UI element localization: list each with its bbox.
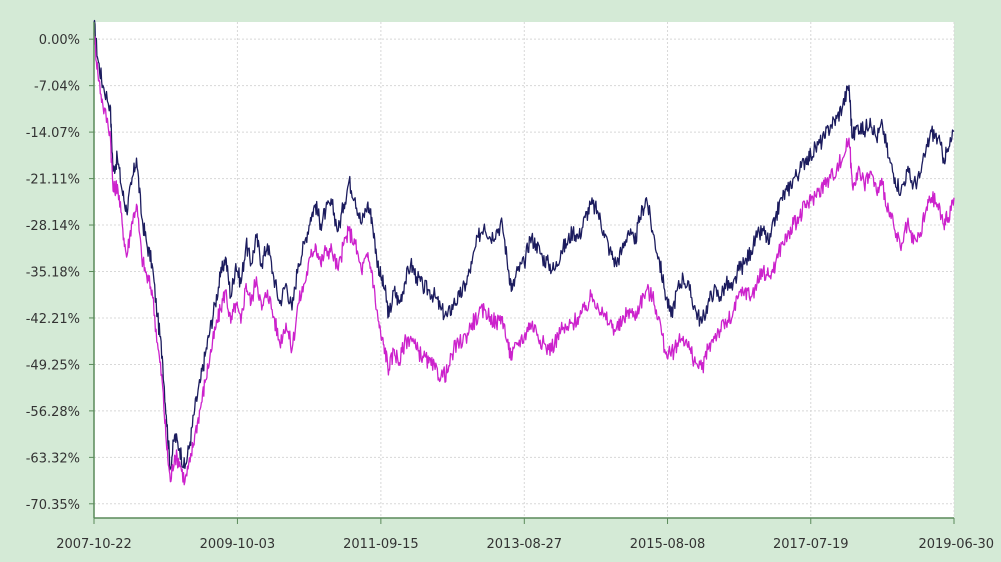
x-tick-label: 2011-09-15: [343, 537, 419, 552]
x-tick-label: 2009-10-03: [200, 537, 276, 552]
y-tick-label: 0.00%: [39, 33, 80, 48]
y-tick-label: -42.21%: [26, 312, 80, 327]
series-line-1: [93, 19, 955, 471]
tick-labels: 0.00% -7.04% -14.07% -21.11% -28.14% -35.18% -…: [26, 33, 994, 552]
y-tick-label: -28.14%: [26, 219, 80, 234]
series-line-2: [93, 32, 955, 486]
grid-lines: [93, 22, 955, 518]
y-tick-label: -49.25%: [26, 358, 80, 373]
y-tick-label: -7.04%: [34, 80, 80, 95]
axes: [89, 22, 955, 524]
x-tick-label: 2017-07-19: [773, 537, 849, 552]
y-tick-label: -35.18%: [26, 266, 80, 281]
y-tick-label: -21.11%: [26, 173, 80, 188]
y-tick-label: -63.32%: [26, 451, 80, 466]
y-tick-label: -70.35%: [26, 498, 80, 513]
x-tick-label: 2015-08-08: [630, 537, 706, 552]
y-tick-label: -56.28%: [26, 405, 80, 420]
x-tick-label: 2013-08-27: [487, 537, 563, 552]
x-tick-label: 2007-10-22: [56, 537, 132, 552]
x-tick-label: 2019-06-30: [918, 537, 994, 552]
y-tick-label: -14.07%: [26, 126, 80, 141]
series-group: [93, 19, 955, 486]
